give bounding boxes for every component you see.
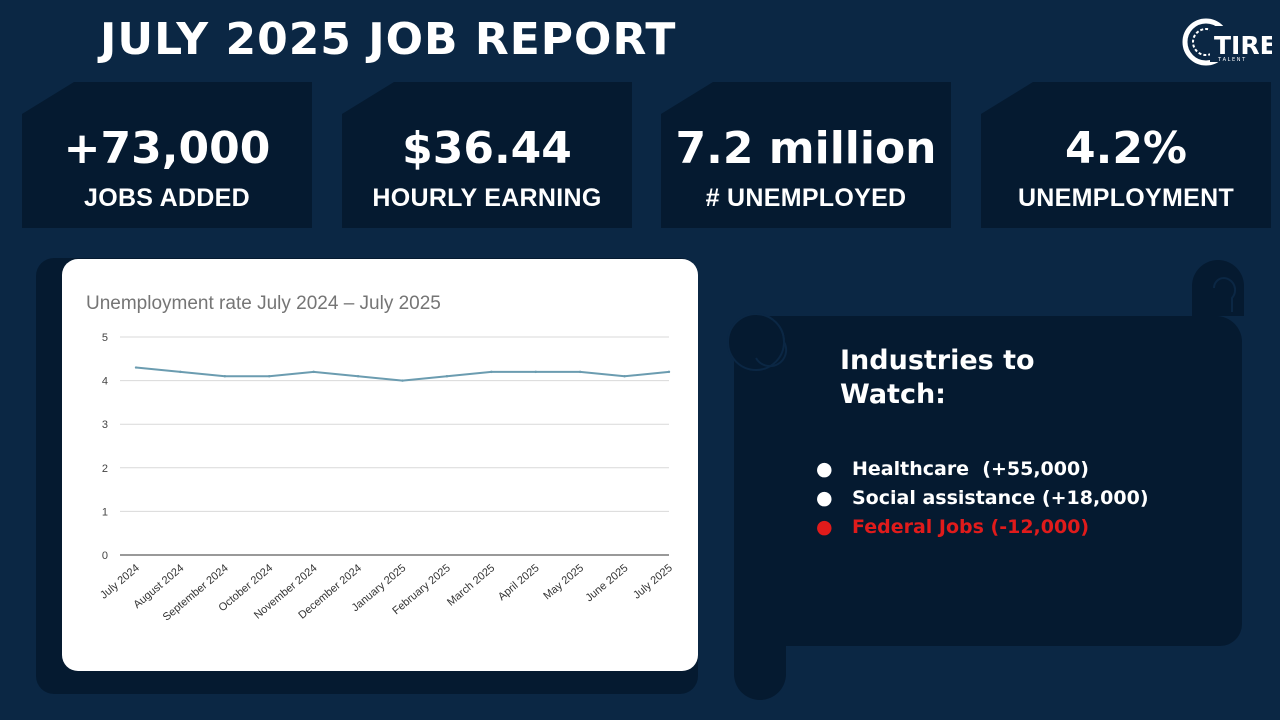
scroll-banner <box>727 260 1244 700</box>
data-point <box>356 375 360 378</box>
data-point <box>490 370 493 374</box>
y-tick-label: 1 <box>102 506 108 518</box>
list-item: ● Healthcare (+55,000) <box>816 455 1149 484</box>
x-tick-label: July 2025 <box>631 562 675 601</box>
data-point <box>223 375 227 378</box>
data-point <box>667 370 671 374</box>
tire-talent-logo: TIRE T A L E N T <box>1182 18 1272 66</box>
page-title: JULY 2025 JOB REPORT <box>100 14 677 65</box>
industry-text: Healthcare (+55,000) <box>852 458 1089 480</box>
stat-label: JOBS ADDED <box>84 184 250 212</box>
y-tick-label: 4 <box>102 376 108 388</box>
stat-value: +73,000 <box>63 123 271 174</box>
y-tick-label: 5 <box>102 332 108 344</box>
series-line <box>135 366 670 382</box>
data-point <box>134 366 138 369</box>
logo-subtext: T A L E N T <box>1217 57 1246 63</box>
data-point <box>179 370 182 374</box>
industry-text: Social assistance (+18,000) <box>852 487 1149 509</box>
x-tick-label: April 2025 <box>496 562 542 603</box>
x-tick-label: May 2025 <box>541 562 586 602</box>
x-tick-label: July 2024 <box>98 562 142 601</box>
stat-value: 7.2 million <box>675 123 937 174</box>
y-tick-label: 0 <box>102 550 108 562</box>
data-point <box>534 370 537 374</box>
y-tick-label: 2 <box>102 463 108 475</box>
stat-card-jobs-added: +73,000 JOBS ADDED <box>22 82 312 228</box>
x-tick-label: June 2025 <box>583 562 630 604</box>
industry-text: Federal Jobs (-12,000) <box>852 516 1090 538</box>
stat-label: UNEMPLOYMENT <box>1017 184 1235 212</box>
x-tick-label: March 2025 <box>445 562 497 609</box>
stat-label: # UNEMPLOYED <box>705 184 907 212</box>
stat-card-unemployed: 7.2 million # UNEMPLOYED <box>661 82 951 228</box>
bullet-icon: ● <box>816 487 833 509</box>
stat-card-hourly-earning: $36.44 HOURLY EARNING <box>342 82 632 228</box>
stat-value: 4.2% <box>1064 123 1188 174</box>
logo-text: TIRE <box>1214 31 1272 60</box>
stat-value: $36.44 <box>402 123 572 174</box>
chart-title: Unemployment rate July 2024 – July 2025 <box>86 293 441 314</box>
bullet-icon: ● <box>816 458 833 480</box>
data-point <box>445 375 449 378</box>
data-point <box>312 370 315 374</box>
list-item: ● Social assistance (+18,000) <box>816 484 1149 513</box>
chart-card: Unemployment rate July 2024 – July 2025 … <box>62 259 698 671</box>
bullet-icon: ● <box>816 516 833 538</box>
industries-title: Industries to Watch: <box>840 345 1035 410</box>
stat-card-unemployment-rate: 4.2% UNEMPLOYMENT <box>981 82 1271 228</box>
y-tick-label: 3 <box>102 419 108 431</box>
industry-list: ● Healthcare (+55,000) ● Social assistance… <box>816 455 1149 542</box>
data-point <box>268 375 271 378</box>
data-point <box>623 375 626 378</box>
list-item: ● Federal Jobs (-12,000) <box>816 513 1149 542</box>
data-point <box>401 379 404 382</box>
stat-label: HOURLY EARNING <box>372 184 602 212</box>
data-point <box>578 370 582 374</box>
